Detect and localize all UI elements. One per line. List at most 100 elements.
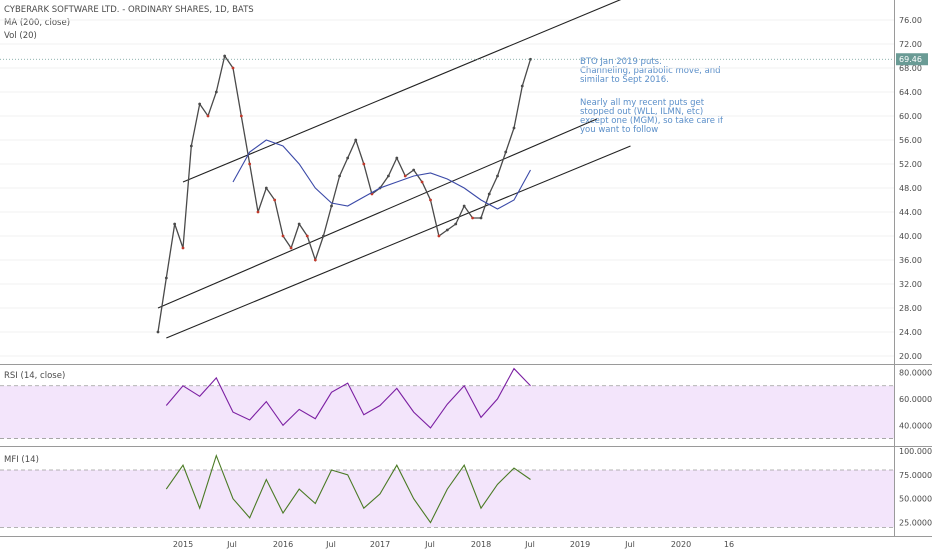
price-point bbox=[429, 198, 432, 202]
annotation-note-2: Nearly all my recent puts get stopped ou… bbox=[580, 98, 724, 135]
price-y-tick: 68.00 bbox=[899, 64, 922, 73]
mfi-series bbox=[165, 453, 531, 524]
price-point bbox=[264, 186, 268, 190]
channel-line-2 bbox=[157, 118, 598, 309]
note1-line1: BTO Jan 2019 puts. bbox=[580, 57, 662, 67]
x-tick-label: Jul bbox=[226, 540, 237, 549]
last-price-badge bbox=[896, 53, 928, 66]
price-y-tick: 32.00 bbox=[899, 280, 922, 289]
price-y-tick: 20.00 bbox=[899, 352, 922, 361]
x-axis-ticks: 2015 Jul 2016 Jul 2017 Jul 2018 Jul 2019 Jul 2020 1… bbox=[173, 540, 734, 549]
y-axis-ticks: 20.00 24.00 28.00 32.00 36.00 40.00 44.00 48.00… bbox=[899, 16, 932, 528]
indicator-bands bbox=[0, 385, 894, 528]
note2-line4: you want to follow bbox=[580, 125, 658, 135]
price-y-tick: 52.00 bbox=[899, 160, 922, 169]
price-y-tick: 64.00 bbox=[899, 88, 922, 97]
channel-lines bbox=[157, 0, 631, 339]
annotation-note-1: BTO Jan 2019 puts. Channeling, parabolic… bbox=[580, 57, 721, 85]
price-point bbox=[479, 216, 483, 220]
note1-line3: similar to Sept 2016. bbox=[580, 75, 669, 85]
price-point bbox=[454, 222, 458, 226]
price-point bbox=[322, 234, 325, 238]
mfi-legend-label: MFI (14) bbox=[4, 455, 39, 465]
price-point bbox=[403, 174, 407, 178]
note2-line1: Nearly all my recent puts get bbox=[580, 98, 705, 108]
x-tick-label: 2020 bbox=[671, 540, 691, 549]
ma-series bbox=[232, 139, 531, 210]
rsi-legend-label: RSI (14, close) bbox=[4, 371, 65, 381]
channel-line-1 bbox=[182, 0, 622, 183]
price-point bbox=[512, 126, 516, 130]
ma-legend-label: MA (200, close) bbox=[4, 18, 70, 28]
ma-line bbox=[232, 139, 531, 210]
x-tick-label: Jul bbox=[325, 540, 336, 549]
price-point bbox=[387, 174, 390, 178]
price-point bbox=[223, 54, 227, 58]
rsi-y-tick: 80.0000 bbox=[899, 369, 932, 378]
price-point bbox=[198, 102, 202, 106]
price-point bbox=[412, 168, 416, 172]
price-point bbox=[189, 144, 193, 148]
price-point bbox=[487, 192, 491, 196]
price-y-tick: 72.00 bbox=[899, 40, 922, 49]
x-tick-label: Jul bbox=[624, 540, 635, 549]
price-point bbox=[305, 234, 309, 238]
price-point bbox=[496, 174, 499, 178]
mfi-line bbox=[165, 453, 531, 524]
pane-borders bbox=[0, 0, 932, 537]
x-tick-label: 2019 bbox=[570, 540, 590, 549]
price-point bbox=[504, 150, 508, 154]
price-point bbox=[256, 210, 260, 214]
price-point bbox=[437, 234, 441, 238]
price-point bbox=[156, 330, 160, 334]
price-point bbox=[330, 204, 333, 208]
note2-line3: except one (MGM), so take care if bbox=[580, 116, 724, 126]
price-y-tick: 76.00 bbox=[899, 16, 922, 25]
x-tick-label: 2015 bbox=[173, 540, 193, 549]
last-price-tag: 69.46 bbox=[0, 53, 928, 66]
price-point bbox=[362, 162, 366, 166]
price-point bbox=[338, 174, 341, 178]
price-point bbox=[281, 234, 285, 238]
price-point bbox=[248, 162, 252, 166]
mfi-y-tick: 75.0000 bbox=[899, 471, 932, 480]
price-point bbox=[520, 84, 524, 88]
gridlines bbox=[0, 19, 894, 357]
price-point bbox=[462, 204, 466, 208]
price-point bbox=[239, 114, 243, 118]
price-series bbox=[156, 54, 532, 334]
price-point bbox=[420, 180, 424, 184]
chart-title: CYBERARK SOFTWARE LTD. - ORDINARY SHARES… bbox=[4, 5, 254, 15]
x-tick-label: Jul bbox=[424, 540, 435, 549]
x-tick-label: 2017 bbox=[370, 540, 390, 549]
rsi-y-tick: 40.0000 bbox=[899, 421, 932, 430]
price-y-tick: 36.00 bbox=[899, 256, 922, 265]
channel-line-3 bbox=[166, 145, 631, 339]
x-tick-label: 2018 bbox=[471, 540, 491, 549]
price-point bbox=[164, 276, 168, 280]
price-y-tick: 56.00 bbox=[899, 136, 922, 145]
price-y-tick: 40.00 bbox=[899, 232, 922, 241]
price-point bbox=[395, 156, 399, 160]
x-tick-label: 16 bbox=[724, 540, 734, 549]
price-y-tick: 60.00 bbox=[899, 112, 922, 121]
price-y-tick: 28.00 bbox=[899, 304, 922, 313]
price-y-tick: 48.00 bbox=[899, 184, 922, 193]
note1-line2: Channeling, parabolic move, and bbox=[580, 66, 721, 76]
price-point bbox=[214, 90, 218, 94]
price-point bbox=[273, 198, 277, 202]
price-point bbox=[181, 246, 185, 250]
mfi-y-tick: 25.0000 bbox=[899, 519, 932, 528]
rsi-band-fill bbox=[0, 385, 894, 439]
price-point bbox=[471, 216, 474, 220]
price-point bbox=[231, 66, 235, 70]
price-point bbox=[206, 114, 210, 118]
mfi-y-tick: 50.0000 bbox=[899, 495, 932, 504]
mfi-band-fill bbox=[0, 469, 894, 528]
last-price-value: 69.46 bbox=[899, 55, 922, 64]
price-point bbox=[354, 138, 358, 142]
price-y-tick: 24.00 bbox=[899, 328, 922, 337]
price-y-tick: 44.00 bbox=[899, 208, 922, 217]
price-point bbox=[346, 156, 350, 160]
price-point bbox=[445, 228, 449, 232]
